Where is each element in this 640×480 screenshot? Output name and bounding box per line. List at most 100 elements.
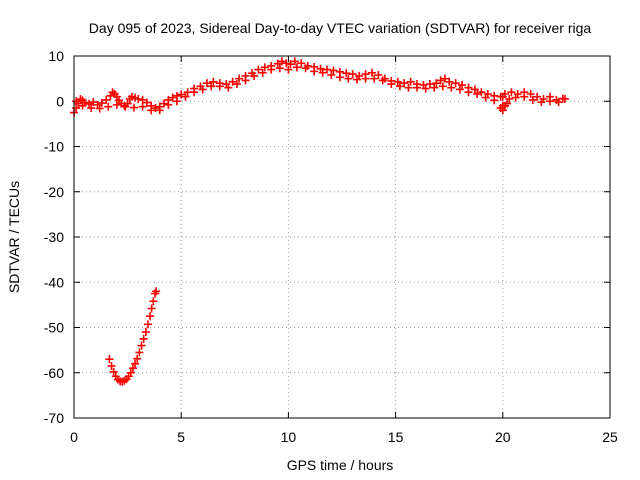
- data-point: [172, 97, 181, 106]
- data-point: [322, 65, 331, 74]
- data-point: [147, 304, 156, 313]
- data-point: [533, 92, 542, 101]
- data-point: [445, 77, 454, 86]
- y-tick-label: -60: [44, 365, 64, 381]
- data-point: [378, 76, 387, 85]
- series-spike: [496, 92, 512, 115]
- data-point: [528, 95, 537, 104]
- data-point: [447, 83, 456, 92]
- y-tick-label: -20: [44, 184, 64, 200]
- data-point: [241, 76, 250, 85]
- data-point: [374, 71, 383, 80]
- data-point: [131, 359, 140, 368]
- data-point: [368, 68, 377, 77]
- data-point: [470, 85, 479, 94]
- y-tick-label: -40: [44, 274, 64, 290]
- data-point: [85, 99, 94, 108]
- data-point: [310, 67, 319, 76]
- data-point: [438, 82, 447, 91]
- data-point: [105, 355, 114, 364]
- data-point: [425, 80, 434, 89]
- data-point: [135, 348, 144, 357]
- data-point: [142, 98, 151, 107]
- data-point: [507, 88, 516, 97]
- data-point: [138, 102, 147, 111]
- data-point: [250, 71, 259, 80]
- data-point: [370, 74, 379, 83]
- data-point: [301, 64, 310, 73]
- y-tick-label: -10: [44, 139, 64, 155]
- data-point: [554, 98, 563, 107]
- y-tick-labels: 10 0 -10 -20 -30 -40 -50 -60 -70: [44, 48, 64, 426]
- data-point: [152, 287, 161, 296]
- data-point: [97, 99, 106, 108]
- data-point: [139, 334, 148, 343]
- data-point: [353, 75, 362, 84]
- data-point: [286, 60, 295, 69]
- data-point: [464, 88, 473, 97]
- data-point: [207, 82, 216, 91]
- x-tick-label: 20: [495, 429, 511, 445]
- data-point: [348, 70, 357, 79]
- data-point: [473, 90, 482, 99]
- data-point: [89, 98, 98, 107]
- x-tick-label: 10: [281, 429, 297, 445]
- x-tick-label: 25: [602, 429, 618, 445]
- data-point: [155, 106, 164, 115]
- data-point: [232, 80, 241, 89]
- data-point: [273, 59, 282, 68]
- series-main-lower: [72, 63, 569, 115]
- data-point: [109, 367, 118, 376]
- data-point: [284, 65, 293, 74]
- data-point: [87, 104, 96, 113]
- data-point: [228, 77, 237, 86]
- data-point: [560, 94, 569, 103]
- data-point: [149, 297, 158, 306]
- data-point: [190, 88, 199, 97]
- data-point: [318, 68, 327, 77]
- y-axis-label: SDTVAR / TECUs: [6, 181, 22, 293]
- data-point: [72, 97, 81, 106]
- data-point: [404, 83, 413, 92]
- data-point: [130, 103, 139, 112]
- data-point: [297, 59, 306, 68]
- data-point: [104, 102, 113, 111]
- data-point: [258, 68, 267, 77]
- data-point: [128, 364, 137, 373]
- data-point: [290, 57, 299, 66]
- data-point: [126, 368, 135, 377]
- data-point: [440, 74, 449, 83]
- y-tick-label: -30: [44, 229, 64, 245]
- data-point: [164, 100, 173, 109]
- data-point: [361, 74, 370, 83]
- data-point: [430, 83, 439, 92]
- x-tick-label: 5: [177, 429, 185, 445]
- data-point: [436, 76, 445, 85]
- data-point: [481, 93, 490, 102]
- data-point: [181, 92, 190, 101]
- data-point: [72, 104, 81, 113]
- data-point: [455, 85, 464, 94]
- data-point: [393, 77, 402, 86]
- data-point: [316, 64, 325, 73]
- data-point: [254, 65, 263, 74]
- data-point: [102, 95, 111, 104]
- data-point: [112, 100, 121, 109]
- data-point: [498, 92, 507, 101]
- data-point: [505, 94, 514, 103]
- data-point: [141, 328, 150, 337]
- data-point: [146, 312, 155, 321]
- data-point: [134, 94, 143, 103]
- x-tick-labels: 0 5 10 15 20 25: [70, 429, 618, 445]
- data-point: [520, 92, 529, 101]
- data-point: [395, 82, 404, 91]
- data-point: [224, 83, 233, 92]
- data-point: [277, 57, 286, 66]
- data-point: [95, 104, 104, 113]
- data-point: [490, 96, 499, 105]
- data-point: [342, 69, 351, 78]
- data-point: [327, 71, 336, 80]
- data-point: [133, 354, 142, 363]
- data-point: [151, 104, 160, 113]
- data-point: [147, 106, 156, 115]
